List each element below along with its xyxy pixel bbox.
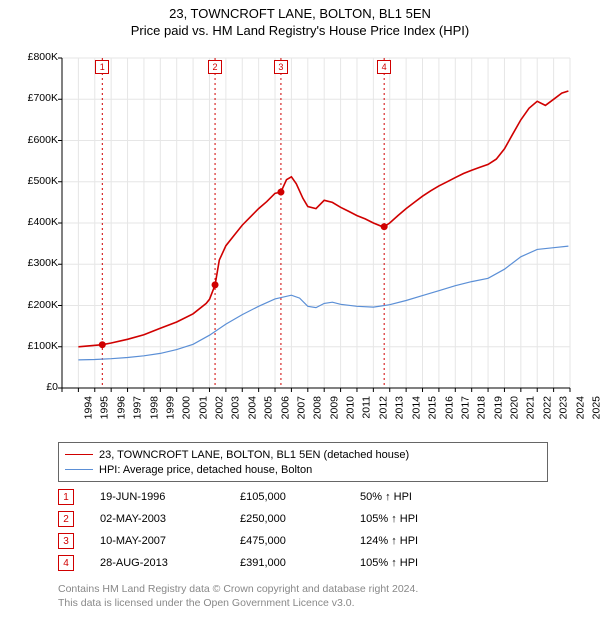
y-tick-label: £500K	[16, 175, 58, 187]
transaction-pct: 105% ↑ HPI	[360, 513, 520, 525]
x-tick-label: 1996	[115, 396, 127, 419]
x-tick-label: 2025	[590, 396, 600, 419]
footer-line-1: Contains HM Land Registry data © Crown c…	[58, 582, 558, 596]
x-tick-label: 2019	[492, 396, 504, 419]
transaction-price: £475,000	[240, 535, 360, 547]
legend: 23, TOWNCROFT LANE, BOLTON, BL1 5EN (det…	[58, 442, 548, 482]
transactions-table: 1 19-JUN-1996£105,00050% ↑ HPI 2 02-MAY-200…	[58, 486, 548, 574]
footer-line-2: This data is licensed under the Open Gov…	[58, 596, 558, 610]
x-tick-label: 2002	[213, 396, 225, 419]
x-tick-label: 2003	[230, 396, 242, 419]
transaction-pct: 124% ↑ HPI	[360, 535, 520, 547]
transaction-date: 10-MAY-2007	[100, 535, 240, 547]
transaction-price: £250,000	[240, 513, 360, 525]
x-tick-label: 2024	[574, 396, 586, 419]
transaction-price: £105,000	[240, 491, 360, 503]
transaction-row: 1 19-JUN-1996£105,00050% ↑ HPI	[58, 486, 548, 508]
x-tick-label: 2006	[279, 396, 291, 419]
footer-attribution: Contains HM Land Registry data © Crown c…	[58, 582, 558, 610]
x-tick-label: 1999	[164, 396, 176, 419]
transaction-price: £391,000	[240, 557, 360, 569]
legend-row: HPI: Average price, detached house, Bolt…	[65, 462, 541, 477]
x-tick-label: 1998	[148, 396, 160, 419]
x-tick-label: 1995	[99, 396, 111, 419]
transaction-row: 4 28-AUG-2013£391,000105% ↑ HPI	[58, 552, 548, 574]
x-tick-label: 2007	[295, 396, 307, 419]
event-marker: 3	[274, 60, 288, 74]
x-tick-label: 2008	[312, 396, 324, 419]
figure-root: 23, TOWNCROFT LANE, BOLTON, BL1 5EN Pric…	[0, 0, 600, 620]
transaction-date: 28-AUG-2013	[100, 557, 240, 569]
x-tick-label: 2001	[197, 396, 209, 419]
chart-svg	[20, 42, 580, 422]
y-tick-label: £400K	[16, 216, 58, 228]
x-tick-label: 2015	[426, 396, 438, 419]
chart-subtitle: Price paid vs. HM Land Registry's House …	[0, 21, 600, 42]
legend-swatch	[65, 469, 93, 470]
x-tick-label: 2017	[459, 396, 471, 419]
transaction-row: 3 10-MAY-2007£475,000124% ↑ HPI	[58, 530, 548, 552]
transaction-row: 2 02-MAY-2003£250,000105% ↑ HPI	[58, 508, 548, 530]
x-tick-label: 1994	[82, 396, 94, 419]
transaction-marker: 1	[58, 489, 74, 505]
x-tick-label: 2000	[181, 396, 193, 419]
y-tick-label: £200K	[16, 299, 58, 311]
transaction-pct: 105% ↑ HPI	[360, 557, 520, 569]
transaction-date: 19-JUN-1996	[100, 491, 240, 503]
legend-label: 23, TOWNCROFT LANE, BOLTON, BL1 5EN (det…	[99, 449, 409, 461]
event-marker: 2	[208, 60, 222, 74]
transaction-marker: 2	[58, 511, 74, 527]
y-tick-label: £300K	[16, 257, 58, 269]
x-tick-label: 2022	[541, 396, 553, 419]
x-tick-label: 2016	[443, 396, 455, 419]
x-tick-label: 2021	[525, 396, 537, 419]
x-tick-label: 2005	[263, 396, 275, 419]
event-marker: 1	[95, 60, 109, 74]
x-tick-label: 2018	[476, 396, 488, 419]
x-tick-label: 2009	[328, 396, 340, 419]
legend-row: 23, TOWNCROFT LANE, BOLTON, BL1 5EN (det…	[65, 447, 541, 462]
x-tick-label: 2011	[360, 396, 372, 419]
legend-label: HPI: Average price, detached house, Bolt…	[99, 464, 312, 476]
y-tick-label: £0	[16, 381, 58, 393]
event-marker: 4	[377, 60, 391, 74]
x-tick-label: 2012	[377, 396, 389, 419]
x-tick-label: 2020	[508, 396, 520, 419]
legend-swatch	[65, 454, 93, 455]
chart-area: £0£100K£200K£300K£400K£500K£600K£700K£80…	[20, 42, 580, 422]
x-tick-label: 2004	[246, 396, 258, 419]
x-tick-label: 2014	[410, 396, 422, 419]
transaction-marker: 4	[58, 555, 74, 571]
y-tick-label: £700K	[16, 92, 58, 104]
x-tick-label: 1997	[132, 396, 144, 419]
x-tick-label: 2013	[394, 396, 406, 419]
y-tick-label: £100K	[16, 340, 58, 352]
y-tick-label: £600K	[16, 134, 58, 146]
y-tick-label: £800K	[16, 51, 58, 63]
x-tick-label: 2023	[558, 396, 570, 419]
transaction-pct: 50% ↑ HPI	[360, 491, 520, 503]
transaction-marker: 3	[58, 533, 74, 549]
x-tick-label: 2010	[345, 396, 357, 419]
chart-title: 23, TOWNCROFT LANE, BOLTON, BL1 5EN	[0, 0, 600, 21]
transaction-date: 02-MAY-2003	[100, 513, 240, 525]
